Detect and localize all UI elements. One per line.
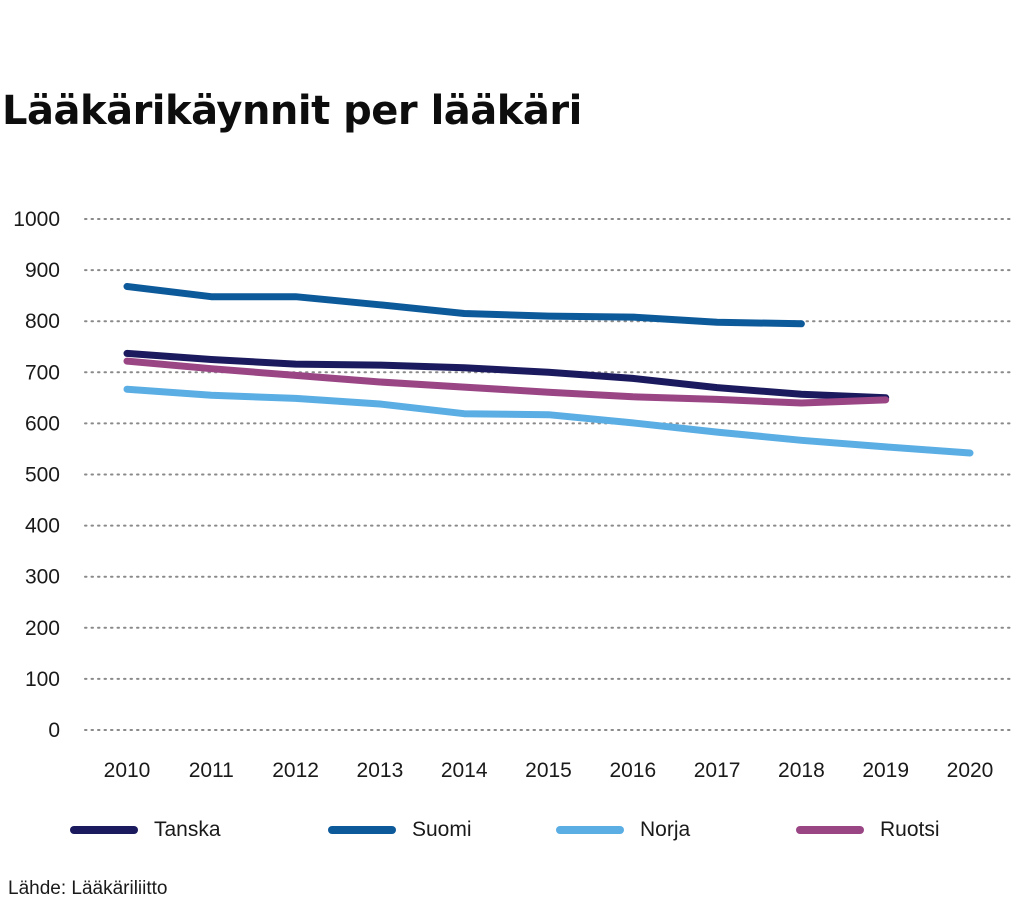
legend-item-ruotsi: Ruotsi — [796, 812, 940, 848]
legend-item-norja: Norja — [556, 812, 690, 848]
x-tick-label: 2012 — [272, 759, 319, 782]
series-line-suomi — [123, 283, 805, 328]
series-line-tanska — [123, 349, 890, 402]
legend: Tanska Suomi Norja Ruotsi — [0, 812, 1024, 848]
x-tick-label: 2015 — [525, 759, 572, 782]
y-tick-label: 400 — [25, 515, 60, 538]
source-note: Lähde: Lääkäriliitto — [8, 878, 168, 899]
x-tick-label: 2018 — [778, 759, 825, 782]
legend-swatch — [328, 826, 396, 834]
legend-label: Ruotsi — [880, 818, 940, 841]
legend-item-suomi: Suomi — [328, 812, 472, 848]
legend-item-tanska: Tanska — [70, 812, 221, 848]
y-tick-label: 500 — [25, 464, 60, 487]
y-tick-label: 800 — [25, 310, 60, 333]
y-tick-label: 1000 — [13, 208, 60, 231]
series-line-ruotsi — [123, 357, 890, 407]
y-tick-label: 100 — [25, 668, 60, 691]
x-tick-label: 2019 — [862, 759, 909, 782]
legend-swatch — [796, 826, 864, 834]
y-tick-label: 0 — [48, 719, 60, 742]
x-tick-label: 2016 — [609, 759, 656, 782]
legend-label: Suomi — [412, 818, 472, 841]
x-tick-label: 2010 — [104, 759, 151, 782]
y-tick-label: 200 — [25, 617, 60, 640]
legend-swatch — [70, 826, 138, 834]
grid-lines — [84, 218, 1013, 731]
x-tick-label: 2013 — [357, 759, 404, 782]
x-tick-label: 2017 — [694, 759, 741, 782]
legend-label: Tanska — [154, 818, 221, 841]
y-tick-label: 300 — [25, 566, 60, 589]
x-axis: 2010 2011 2012 2013 2014 2015 2016 2017 2018 2019… — [104, 759, 994, 782]
x-tick-label: 2014 — [441, 759, 488, 782]
legend-label: Norja — [640, 818, 691, 841]
x-tick-label: 2011 — [189, 759, 234, 782]
series-lines — [123, 283, 974, 457]
chart-title: Lääkärikäynnit per lääkäri — [2, 88, 582, 134]
x-tick-label: 2020 — [947, 759, 994, 782]
legend-swatch — [556, 826, 624, 834]
y-tick-label: 700 — [25, 361, 60, 384]
series-line-norja — [123, 385, 974, 457]
y-axis: 0 100 200 300 400 500 600 700 800 900 1000 — [13, 208, 60, 742]
y-tick-label: 900 — [25, 259, 60, 282]
y-tick-label: 600 — [25, 412, 60, 435]
